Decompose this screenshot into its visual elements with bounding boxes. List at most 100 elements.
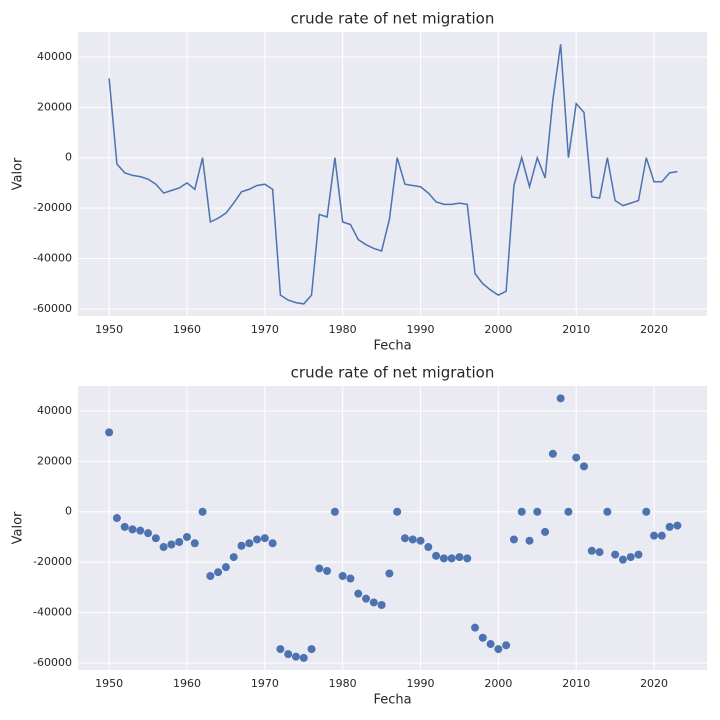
data-point bbox=[159, 543, 168, 552]
data-point bbox=[175, 537, 184, 546]
data-point bbox=[587, 546, 596, 555]
data-point bbox=[548, 449, 557, 458]
y-tick-label: -60000 bbox=[33, 302, 72, 315]
data-point bbox=[182, 532, 191, 541]
data-point bbox=[369, 598, 378, 607]
data-point bbox=[447, 554, 456, 563]
data-point bbox=[580, 462, 589, 471]
data-point bbox=[478, 633, 487, 642]
y-tick-label: -40000 bbox=[33, 252, 72, 265]
data-line bbox=[108, 44, 678, 305]
x-tick-label: 1970 bbox=[251, 677, 279, 690]
data-point bbox=[377, 600, 386, 609]
y-tick-label: 40000 bbox=[37, 50, 72, 63]
data-point bbox=[362, 594, 371, 603]
data-point bbox=[299, 653, 308, 662]
y-tick-label: -20000 bbox=[33, 555, 72, 568]
data-point bbox=[618, 555, 627, 564]
data-point bbox=[354, 589, 363, 598]
data-point bbox=[120, 522, 129, 531]
data-point bbox=[424, 543, 433, 552]
data-point bbox=[330, 507, 339, 516]
y-tick-label: 0 bbox=[65, 505, 72, 518]
y-tick-label: 20000 bbox=[37, 100, 72, 113]
data-point bbox=[673, 521, 682, 530]
data-point bbox=[268, 539, 277, 548]
data-point bbox=[626, 553, 635, 562]
x-axis-label: Fecha bbox=[373, 693, 411, 708]
data-point bbox=[221, 563, 230, 572]
data-point bbox=[486, 640, 495, 649]
x-tick-label: 1990 bbox=[407, 323, 435, 336]
data-point bbox=[556, 394, 565, 403]
data-point bbox=[338, 572, 347, 581]
data-point bbox=[253, 535, 262, 544]
x-tick-label: 1980 bbox=[329, 677, 357, 690]
data-point bbox=[642, 507, 651, 516]
data-point bbox=[517, 507, 526, 516]
data-point bbox=[400, 534, 409, 543]
y-axis-label: Valor bbox=[11, 511, 26, 544]
y-tick-label: 20000 bbox=[37, 454, 72, 467]
data-point bbox=[136, 526, 145, 535]
data-point bbox=[190, 539, 199, 548]
y-tick-label: 0 bbox=[65, 151, 72, 164]
x-tick-label: 2020 bbox=[640, 323, 668, 336]
data-point bbox=[634, 550, 643, 559]
y-tick-label: -60000 bbox=[33, 656, 72, 669]
data-point bbox=[572, 453, 581, 462]
data-point bbox=[128, 525, 137, 534]
chart-title: crude rate of net migration bbox=[291, 10, 495, 28]
x-tick-label: 1990 bbox=[407, 677, 435, 690]
data-point bbox=[657, 531, 666, 540]
data-point bbox=[346, 574, 355, 583]
x-tick-label: 1980 bbox=[329, 323, 357, 336]
data-point bbox=[595, 548, 604, 557]
x-tick-label: 1960 bbox=[173, 323, 201, 336]
x-tick-label: 2000 bbox=[484, 677, 512, 690]
data-point bbox=[541, 527, 550, 536]
plot-area bbox=[78, 386, 707, 670]
chart-title: crude rate of net migration bbox=[291, 364, 495, 382]
data-point bbox=[650, 531, 659, 540]
data-point bbox=[393, 507, 402, 516]
x-tick-label: 2000 bbox=[484, 323, 512, 336]
data-point bbox=[307, 645, 316, 654]
data-point bbox=[237, 541, 246, 550]
data-point bbox=[463, 554, 472, 563]
data-point bbox=[494, 645, 503, 654]
data-point bbox=[665, 522, 674, 531]
data-point bbox=[284, 650, 293, 659]
y-tick-label: -40000 bbox=[33, 606, 72, 619]
data-point bbox=[167, 540, 176, 549]
data-point bbox=[416, 536, 425, 545]
data-point bbox=[502, 641, 511, 650]
data-point bbox=[214, 568, 223, 577]
y-tick-label: -20000 bbox=[33, 201, 72, 214]
data-point bbox=[260, 534, 269, 543]
data-point bbox=[471, 623, 480, 632]
data-point bbox=[112, 514, 121, 523]
x-tick-label: 1960 bbox=[173, 677, 201, 690]
data-point bbox=[323, 566, 332, 575]
x-tick-label: 2010 bbox=[562, 677, 590, 690]
data-point bbox=[432, 551, 441, 560]
plot-area bbox=[78, 32, 707, 316]
data-point bbox=[245, 539, 254, 548]
x-tick-label: 1950 bbox=[95, 323, 123, 336]
data-point bbox=[206, 572, 215, 581]
data-point bbox=[105, 428, 114, 437]
data-point bbox=[385, 569, 394, 578]
data-point bbox=[151, 534, 160, 543]
x-tick-label: 1950 bbox=[95, 677, 123, 690]
data-point bbox=[509, 535, 518, 544]
data-point bbox=[229, 553, 238, 562]
data-point bbox=[603, 507, 612, 516]
data-point bbox=[408, 535, 417, 544]
data-point bbox=[525, 536, 534, 545]
data-point bbox=[291, 652, 300, 661]
data-point bbox=[455, 553, 464, 562]
data-point bbox=[144, 529, 153, 538]
data-point bbox=[315, 564, 324, 573]
data-point bbox=[564, 507, 573, 516]
